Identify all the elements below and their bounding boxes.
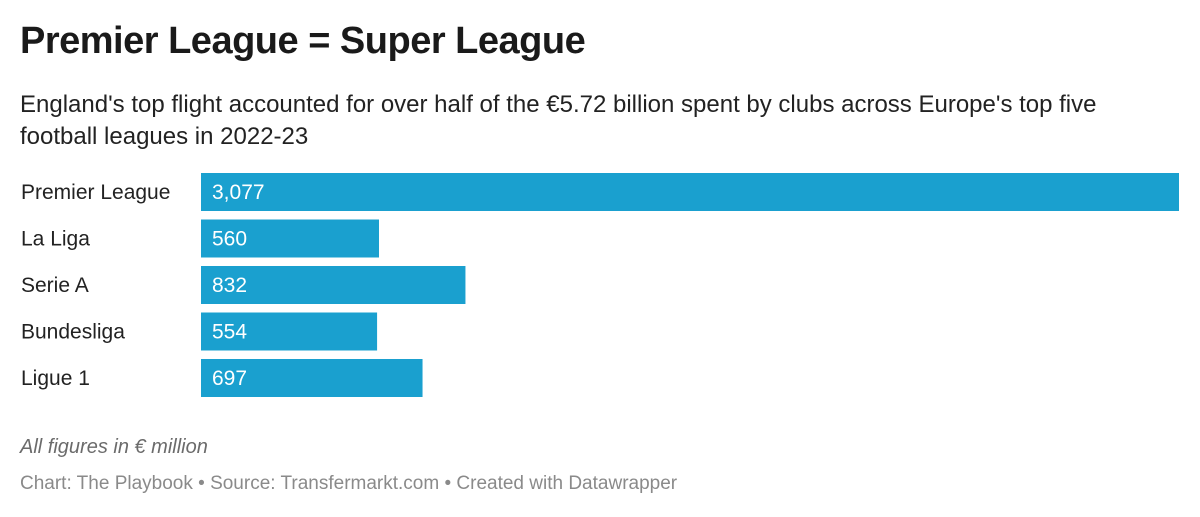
category-label-ligue-1: Ligue 1 [21, 367, 90, 390]
bar-bundesliga [201, 312, 378, 351]
category-label-bundesliga: Bundesliga [21, 321, 125, 344]
category-label-la-liga: La Liga [21, 228, 90, 251]
value-label-bundesliga: 554 [212, 321, 247, 344]
value-label-ligue-1: 697 [212, 367, 247, 390]
value-label-la-liga: 560 [212, 228, 247, 251]
chart-notes: All figures in € million [20, 436, 208, 458]
bar-serie-a [201, 266, 466, 304]
bar-premier-league [201, 173, 1179, 211]
value-label-serie-a: 832 [212, 274, 247, 297]
chart-subtitle: England's top flight accounted for over … [20, 91, 1097, 150]
value-label-premier-league: 3,077 [212, 181, 265, 204]
chart-credits: Chart: The Playbook • Source: Transferma… [20, 473, 678, 494]
category-label-serie-a: Serie A [21, 274, 89, 297]
chart-title: Premier League = Super League [20, 20, 586, 62]
bar-chart: Premier League 3,077 La Liga 560 Serie A 832 B… [21, 173, 1179, 397]
bar-ligue-1 [201, 359, 423, 397]
bar-la-liga [201, 219, 379, 258]
category-label-premier-league: Premier League [21, 181, 170, 204]
